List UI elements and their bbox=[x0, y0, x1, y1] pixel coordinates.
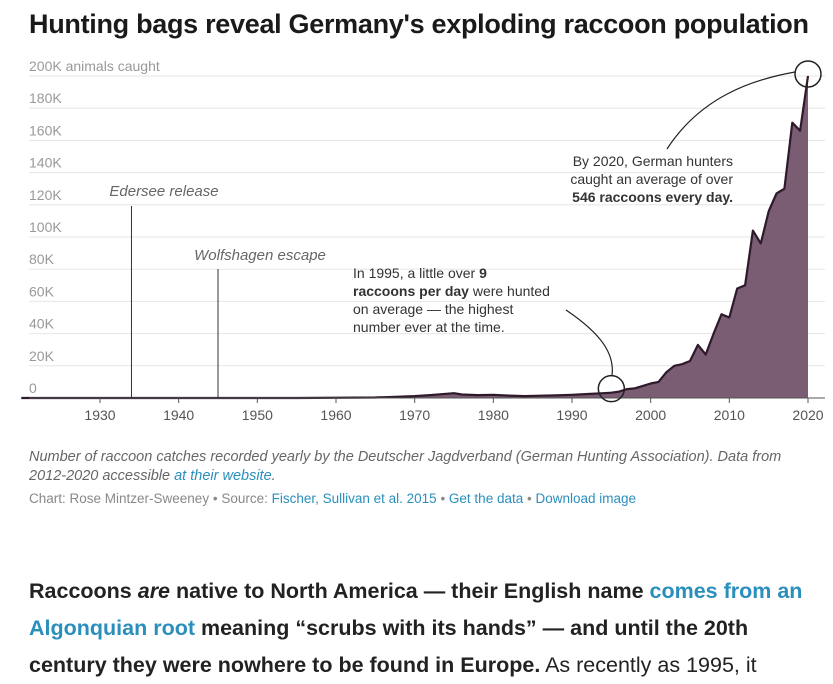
highlight-circle-2020 bbox=[794, 60, 822, 88]
x-tick-label: 1980 bbox=[478, 407, 509, 423]
paragraph-bold-end: meaning “scrubs with its hands” — and un… bbox=[29, 616, 749, 677]
y-tick-label: 180K bbox=[29, 90, 62, 106]
credit-separator: • bbox=[436, 491, 449, 506]
paragraph-bold-start: Raccoons bbox=[29, 579, 138, 603]
area-line bbox=[21, 75, 810, 400]
annotation-connector-2020 bbox=[666, 71, 796, 150]
y-tick-label: 80K bbox=[29, 251, 55, 267]
annotation-1995: In 1995, a little over 9 raccoons per day… bbox=[353, 265, 550, 335]
y-tick-label: 120K bbox=[29, 187, 62, 203]
highlight-circle-1995 bbox=[597, 374, 626, 403]
annotation-connector-1995 bbox=[565, 309, 613, 376]
x-tick-label: 1940 bbox=[163, 407, 194, 423]
credit-separator: • bbox=[523, 491, 536, 506]
y-tick-label: 40K bbox=[29, 316, 55, 332]
paragraph-emphasis: are bbox=[137, 579, 171, 603]
credit-source-label: Source: bbox=[221, 491, 272, 506]
annotation-2020: By 2020, German hunters caught an average… bbox=[570, 153, 733, 205]
x-tick-label: 2010 bbox=[714, 407, 745, 423]
x-tick-label: 1960 bbox=[320, 407, 351, 423]
y-tick-label: 140K bbox=[29, 155, 62, 171]
x-tick-label: 1930 bbox=[84, 407, 115, 423]
x-tick-label: 1970 bbox=[399, 407, 430, 423]
paragraph-plain: As recently as 1995, it bbox=[540, 653, 757, 677]
y-tick-label: 0 bbox=[29, 380, 37, 396]
x-tick-label: 2020 bbox=[792, 407, 823, 423]
area-chart: 0 20K 40K 60K 80K 100K 120K 140K 160K 180K 200K an… bbox=[21, 58, 825, 423]
source-link[interactable]: Fischer, Sullivan et al. 2015 bbox=[271, 491, 437, 506]
event-label: Wolfshagen escape bbox=[194, 247, 326, 264]
y-tick-label: 200K animals caught bbox=[29, 58, 160, 74]
x-tick-label: 1990 bbox=[556, 407, 587, 423]
credit-separator: • bbox=[209, 491, 222, 506]
y-tick-label: 160K bbox=[29, 122, 62, 138]
paragraph-bold-mid: native to North America — their English … bbox=[170, 579, 650, 603]
y-tick-label: 100K bbox=[29, 219, 62, 235]
article-paragraph: Raccoons are native to North America — t… bbox=[29, 573, 829, 684]
caption-end: . bbox=[271, 468, 276, 484]
caption-website-link[interactable]: at their website bbox=[174, 468, 272, 484]
event-label: Edersee release bbox=[109, 183, 218, 200]
download-image-link[interactable]: Download image bbox=[535, 491, 637, 506]
chart-caption: Number of raccoon catches recorded yearl… bbox=[29, 448, 809, 486]
algonquian-root-link[interactable]: comes from an Algonquian root bbox=[29, 579, 803, 640]
get-data-link[interactable]: Get the data bbox=[448, 491, 524, 506]
credit-author: Chart: Rose Mintzer-Sweeney bbox=[29, 491, 210, 506]
y-tick-label: 20K bbox=[29, 348, 55, 364]
area-fill bbox=[21, 76, 809, 398]
chart-title: Hunting bags reveal Germany's exploding … bbox=[29, 9, 809, 39]
y-tick-label: 60K bbox=[29, 283, 55, 299]
chart-credits: Chart: Rose Mintzer-Sweeney • Source: Fi… bbox=[29, 491, 819, 506]
x-tick-label: 2000 bbox=[635, 407, 666, 423]
caption-text: Number of raccoon catches recorded yearl… bbox=[29, 449, 782, 484]
x-tick-label: 1950 bbox=[242, 407, 273, 423]
